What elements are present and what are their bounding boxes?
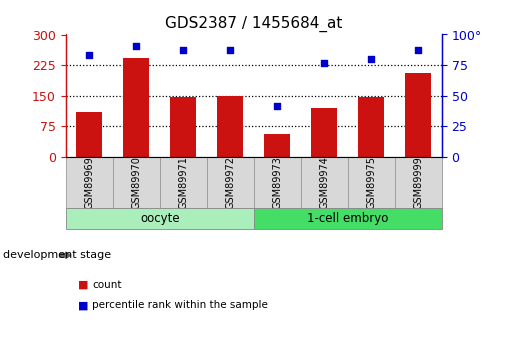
Point	[367, 56, 375, 62]
Point	[85, 52, 93, 58]
Bar	[254, 157, 301, 208]
Text: GSM89974: GSM89974	[319, 156, 329, 209]
Point	[414, 48, 422, 53]
Bar	[264, 134, 290, 157]
Text: ■: ■	[78, 280, 89, 289]
Bar	[76, 112, 102, 157]
Bar	[113, 157, 160, 208]
Text: GSM89999: GSM89999	[414, 156, 423, 209]
Text: percentile rank within the sample: percentile rank within the sample	[92, 300, 268, 310]
Bar	[254, 208, 442, 229]
Bar	[170, 97, 196, 157]
Text: GSM89975: GSM89975	[366, 156, 376, 209]
Text: count: count	[92, 280, 122, 289]
Text: GSM89972: GSM89972	[225, 156, 235, 209]
Text: oocyte: oocyte	[140, 213, 179, 225]
Point	[273, 103, 281, 108]
Point	[320, 60, 328, 66]
Point	[132, 43, 140, 48]
Bar	[217, 96, 243, 157]
Bar	[348, 157, 395, 208]
Bar	[359, 97, 384, 157]
Bar	[66, 208, 254, 229]
Point	[179, 48, 187, 53]
Bar	[207, 157, 254, 208]
Bar	[406, 73, 431, 157]
Text: development stage: development stage	[3, 250, 111, 260]
Bar	[160, 157, 207, 208]
Text: GSM89970: GSM89970	[131, 156, 141, 209]
Text: GSM89971: GSM89971	[178, 156, 188, 209]
Bar	[66, 157, 113, 208]
Bar	[301, 157, 348, 208]
Point	[226, 48, 234, 53]
Bar	[395, 157, 442, 208]
Text: ■: ■	[78, 300, 89, 310]
Text: GSM89973: GSM89973	[272, 156, 282, 209]
Bar	[312, 108, 337, 157]
Bar	[123, 58, 149, 157]
Text: 1-cell embryo: 1-cell embryo	[307, 213, 388, 225]
Title: GDS2387 / 1455684_at: GDS2387 / 1455684_at	[165, 16, 342, 32]
Text: GSM89969: GSM89969	[84, 156, 94, 209]
